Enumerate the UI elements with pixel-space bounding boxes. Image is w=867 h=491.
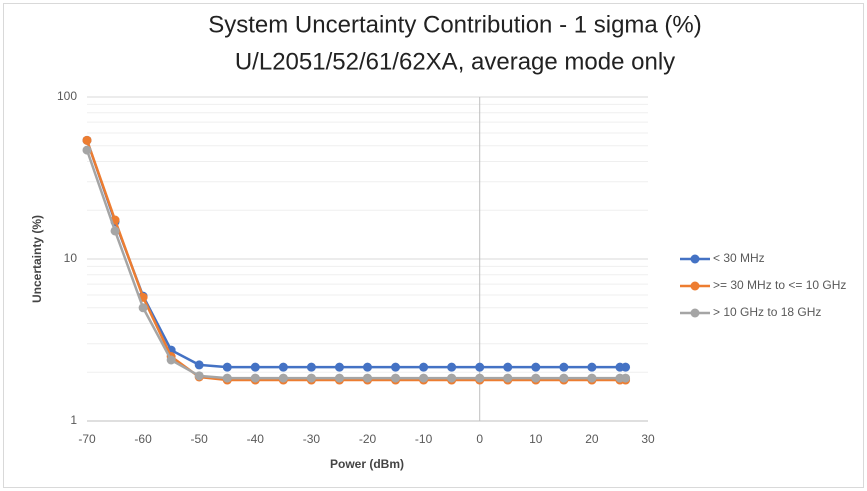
x-tick-label: 30 xyxy=(641,432,655,446)
data-point xyxy=(419,362,429,372)
data-point xyxy=(363,373,372,383)
data-point xyxy=(503,373,513,383)
data-point xyxy=(222,362,232,372)
data-point xyxy=(194,371,204,381)
legend-label: < 30 MHz xyxy=(713,251,765,265)
data-point xyxy=(82,135,92,145)
data-point xyxy=(503,362,513,372)
data-point xyxy=(559,362,569,372)
data-point xyxy=(419,373,429,383)
data-point xyxy=(138,303,148,313)
x-tick-label: -50 xyxy=(191,432,209,446)
x-tick-label: 20 xyxy=(585,432,599,446)
data-point xyxy=(475,373,485,383)
x-axis-title: Power (dBm) xyxy=(330,457,404,471)
x-tick-label: -70 xyxy=(78,432,96,446)
x-tick-label: -20 xyxy=(359,432,377,446)
legend-label: > 10 GHz to 18 GHz xyxy=(713,305,821,319)
data-point xyxy=(391,373,401,383)
y-tick-label: 100 xyxy=(57,89,77,103)
x-tick-label: -40 xyxy=(247,432,265,446)
data-point xyxy=(621,362,631,372)
legend-marker xyxy=(690,281,700,291)
x-tick-label: 10 xyxy=(529,432,543,446)
data-point xyxy=(166,355,176,365)
data-point xyxy=(306,362,316,372)
data-point xyxy=(82,145,92,155)
x-tick-label: -60 xyxy=(134,432,152,446)
data-point xyxy=(306,373,316,383)
legend-label: >= 30 MHz to <= 10 GHz xyxy=(713,278,846,292)
data-point xyxy=(250,373,260,383)
data-point xyxy=(531,373,541,383)
data-point xyxy=(278,362,288,372)
data-point xyxy=(531,362,541,372)
y-axis-title: Uncertainty (%) xyxy=(30,215,44,303)
data-point xyxy=(447,362,457,372)
data-point xyxy=(447,373,457,383)
y-tick-label: 10 xyxy=(64,251,78,265)
x-tick-label: -10 xyxy=(415,432,433,446)
chart-title: System Uncertainty Contribution - 1 sigm… xyxy=(208,11,702,38)
x-tick-label: 0 xyxy=(476,432,483,446)
data-point xyxy=(334,362,344,372)
data-point xyxy=(621,373,631,383)
legend-marker xyxy=(690,254,700,264)
data-point xyxy=(278,373,288,383)
data-point xyxy=(194,360,204,370)
legend-marker xyxy=(690,308,700,318)
data-point xyxy=(110,226,120,236)
x-tick-label: -30 xyxy=(303,432,321,446)
chart-subtitle: U/L2051/52/61/62XA, average mode only xyxy=(235,48,675,75)
data-point xyxy=(559,373,569,383)
data-point xyxy=(334,373,344,383)
chart-border xyxy=(3,3,864,488)
data-point xyxy=(587,373,597,383)
data-point xyxy=(587,362,597,372)
data-point xyxy=(222,373,232,383)
data-point xyxy=(475,362,485,372)
data-point xyxy=(363,362,372,372)
data-point xyxy=(250,362,260,372)
data-point xyxy=(391,362,401,372)
y-tick-label: 1 xyxy=(70,413,77,427)
